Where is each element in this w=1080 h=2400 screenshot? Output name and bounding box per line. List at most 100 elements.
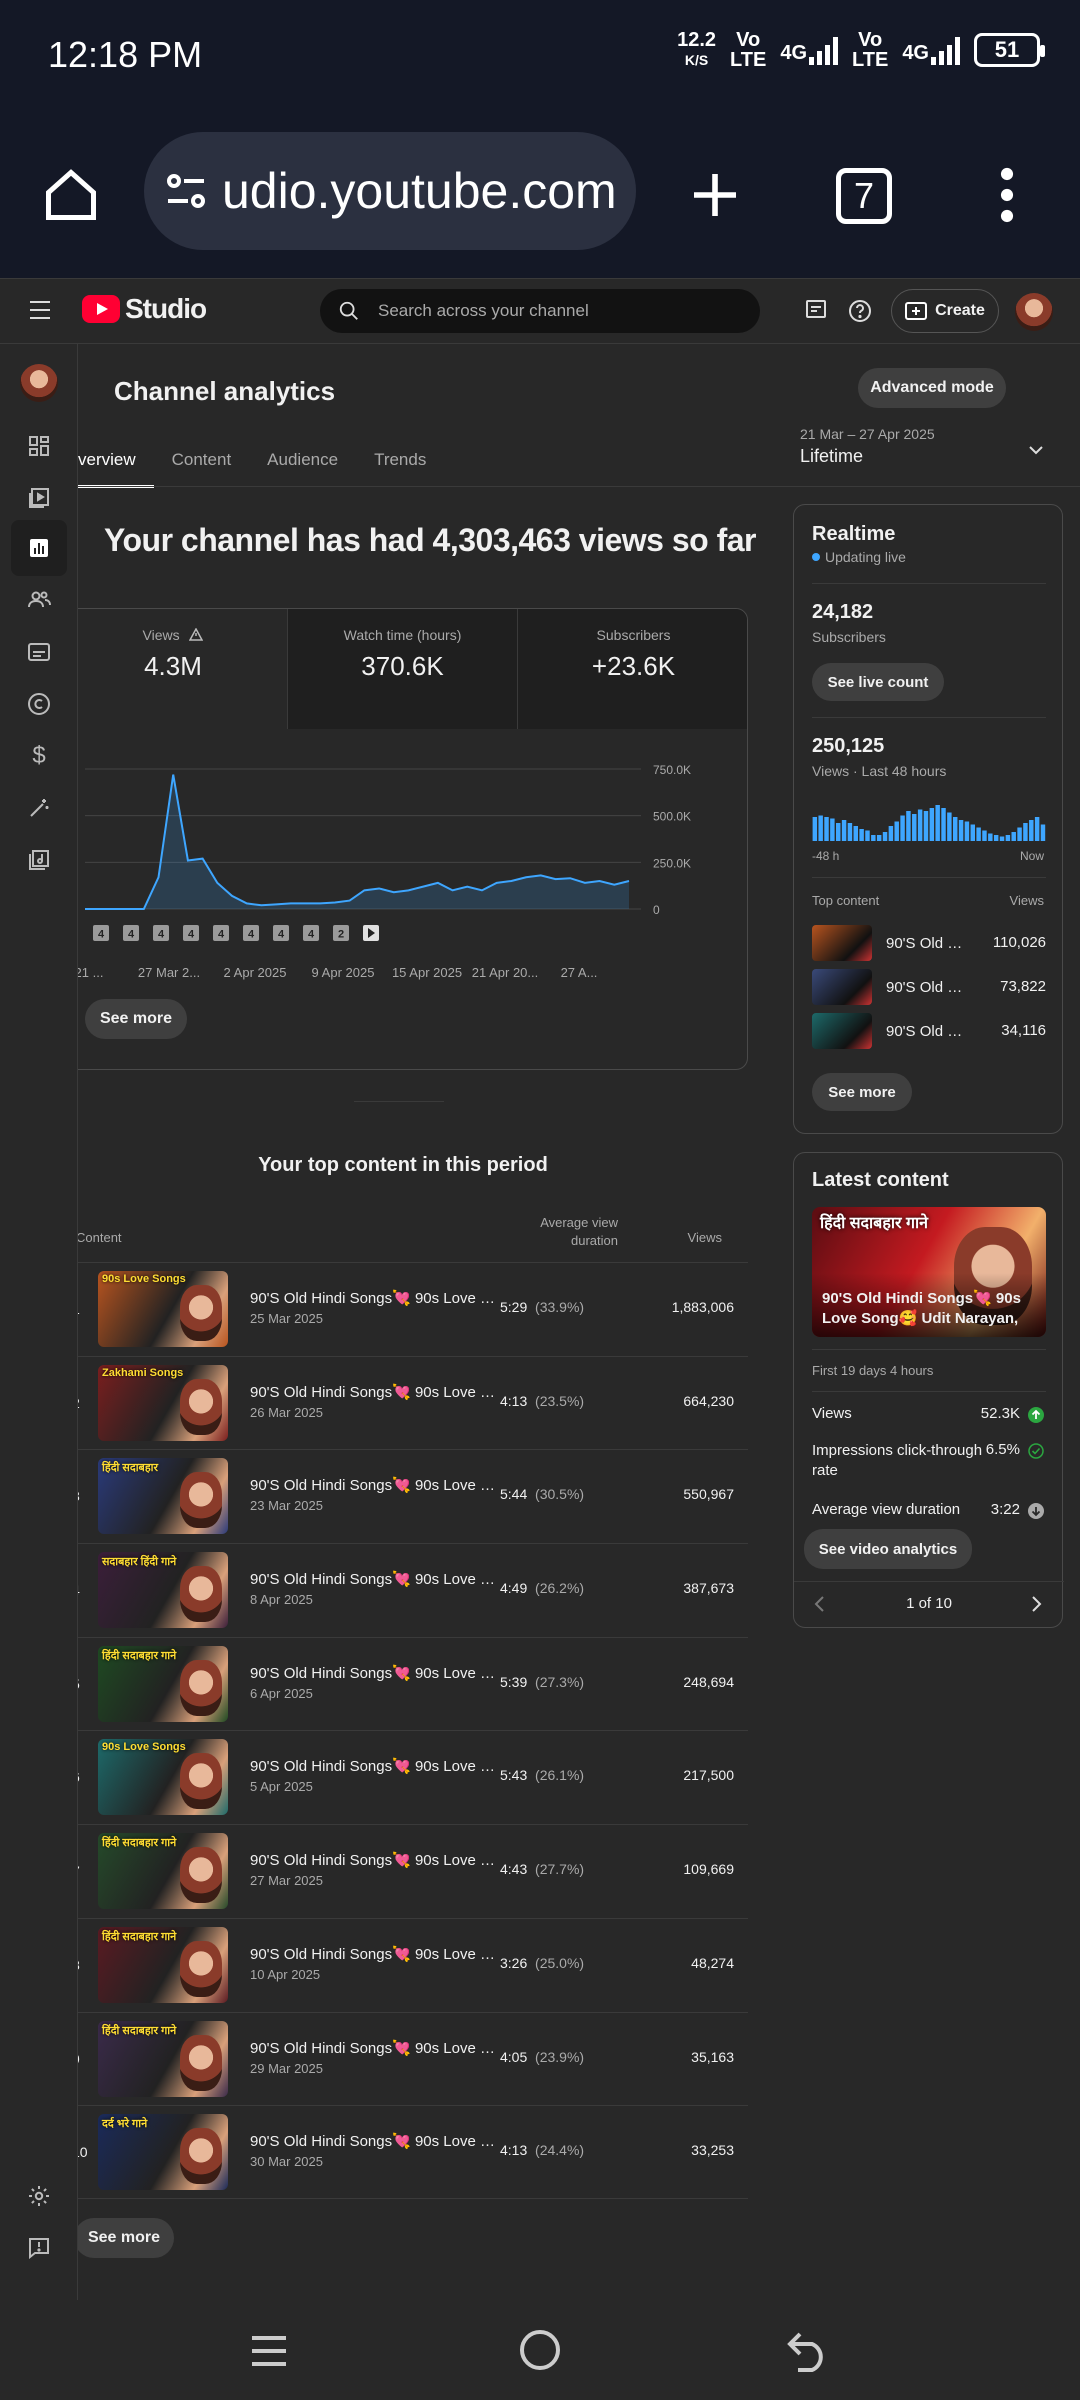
channel-avatar[interactable] xyxy=(20,364,58,402)
video-marker[interactable]: 4 xyxy=(153,925,169,941)
table-row[interactable]: 7 हिंदी सदाबहार गाने 90'S Old Hindi Song… xyxy=(78,1824,748,1918)
tab-trends[interactable]: Trends xyxy=(374,450,427,469)
metric-views-tab[interactable]: Views 4.3M xyxy=(78,609,287,729)
table-row[interactable]: 6 90s Love Songs 90'S Old Hindi Songs💘 9… xyxy=(78,1730,748,1824)
hamburger-menu-icon[interactable] xyxy=(28,299,52,321)
earn-dollar-icon[interactable]: $ xyxy=(32,742,46,769)
divider xyxy=(78,486,1080,487)
copyright-icon[interactable] xyxy=(11,676,67,732)
video-thumbnail[interactable]: हिंदी सदाबहार गाने xyxy=(98,1645,228,1722)
video-thumbnail[interactable]: सदाबहार हिंदी गाने xyxy=(98,1552,228,1629)
realtime-48h-bar-chart[interactable] xyxy=(812,801,1046,841)
audio-library-icon[interactable] xyxy=(11,832,67,888)
column-header-views[interactable]: Views xyxy=(687,1230,722,1245)
table-row[interactable]: 3 हिंदी सदाबहार 90'S Old Hindi Songs💘 90… xyxy=(78,1449,748,1543)
settings-gear-icon[interactable] xyxy=(11,2168,67,2224)
series-line[interactable] xyxy=(85,774,630,910)
feedback-messages-icon[interactable] xyxy=(805,299,827,323)
video-title[interactable]: 90'S Old Hindi Songs💘 90s Love Song🥰 Udi… xyxy=(250,2039,500,2057)
dashboard-icon[interactable] xyxy=(11,418,67,474)
table-row[interactable]: 5 हिंदी सदाबहार गाने 90'S Old Hindi Song… xyxy=(78,1636,748,1731)
metric-watch-time-tab[interactable]: Watch time (hours) 370.6K xyxy=(287,609,517,729)
home-icon[interactable] xyxy=(36,160,106,230)
video-marker[interactable]: 4 xyxy=(243,925,259,941)
advanced-mode-button[interactable]: Advanced mode xyxy=(858,368,1006,408)
video-marker[interactable]: 4 xyxy=(123,925,139,941)
new-tab-icon[interactable] xyxy=(680,160,750,230)
video-marker[interactable]: 4 xyxy=(213,925,229,941)
tab-overview[interactable]: verview xyxy=(78,450,154,488)
play-marker-icon[interactable] xyxy=(363,925,379,941)
studio-logo[interactable]: Studio xyxy=(82,293,207,325)
video-thumbnail[interactable]: हिंदी सदाबहार xyxy=(98,1458,228,1535)
video-marker[interactable]: 2 xyxy=(333,925,349,941)
video-title[interactable]: 90'S Old Hindi Songs💘 90s Love Song🥰 Udi… xyxy=(250,2133,500,2151)
subtitles-icon[interactable] xyxy=(11,624,67,680)
see-more-button[interactable]: See more xyxy=(85,999,187,1039)
video-title[interactable]: 90'S Old Hindi Songs💘 90s Love Song🥰 Udi… xyxy=(250,1383,500,1401)
realtime-top-item[interactable]: 90'S Old Hindi Songs💘 73,822 xyxy=(812,969,1046,1009)
table-row[interactable]: 8 हिंदी सदाबहार गाने 90'S Old Hindi Song… xyxy=(78,1917,748,2012)
url-text[interactable]: udio.youtube.com xyxy=(222,163,617,219)
realtime-bar xyxy=(824,817,829,841)
chevron-left-icon[interactable] xyxy=(812,1595,828,1613)
chevron-right-icon[interactable] xyxy=(1028,1595,1044,1613)
community-icon[interactable] xyxy=(11,572,67,628)
video-thumbnail[interactable]: दर्द भरे गाने xyxy=(98,2114,228,2191)
more-options-icon[interactable] xyxy=(972,160,1042,230)
back-icon[interactable] xyxy=(786,2330,832,2372)
video-marker[interactable]: 4 xyxy=(273,925,289,941)
video-title[interactable]: 90'S Old Hindi Songs💘 90s Love Song🥰 Udi… xyxy=(250,1477,500,1495)
help-icon[interactable] xyxy=(848,299,872,323)
create-button[interactable]: Create xyxy=(891,289,999,333)
video-thumbnail[interactable]: 90s Love Songs xyxy=(98,1739,228,1816)
site-settings-icon[interactable] xyxy=(162,167,210,215)
video-marker[interactable]: 4 xyxy=(93,925,109,941)
tab-audience[interactable]: Audience xyxy=(267,450,339,469)
table-row[interactable]: 9 हिंदी सदाबहार गाने 90'S Old Hindi Song… xyxy=(78,2011,748,2106)
table-row[interactable]: 10 दर्द भरे गाने 90'S Old Hindi Songs💘 9… xyxy=(78,2105,748,2199)
realtime-top-item[interactable]: 90'S Old Hindi Songs💘 110,026 xyxy=(812,925,1046,965)
chevron-down-icon[interactable] xyxy=(1026,440,1046,465)
table-row[interactable]: 2 Zakhami Songs 90'S Old Hindi Songs💘 90… xyxy=(78,1355,748,1450)
table-row[interactable]: 1 90s Love Songs 90'S Old Hindi Songs💘 9… xyxy=(78,1262,748,1356)
video-thumbnail[interactable]: 90s Love Songs xyxy=(98,1271,228,1347)
see-more-top-content-button[interactable]: See more xyxy=(78,2218,174,2258)
date-range[interactable]: 21 Mar – 27 Apr 2025 xyxy=(800,426,935,442)
video-title[interactable]: 90'S Old Hindi Songs💘 90s Love Song🥰 Udi… xyxy=(250,1290,500,1307)
analytics-icon[interactable] xyxy=(11,520,67,576)
video-marker[interactable]: 4 xyxy=(183,925,199,941)
url-bar[interactable]: udio.youtube.com xyxy=(144,132,636,250)
search-input[interactable]: Search across your channel xyxy=(320,289,760,333)
table-row[interactable]: 4 सदाबहार हिंदी गाने 90'S Old Hindi Song… xyxy=(78,1543,748,1637)
svg-text:4: 4 xyxy=(278,929,285,941)
realtime-bar xyxy=(953,817,958,841)
see-more-realtime-button[interactable]: See more xyxy=(812,1073,912,1111)
tab-content[interactable]: Content xyxy=(171,450,232,469)
tab-switcher-button[interactable]: 7 xyxy=(836,168,892,224)
realtime-bar xyxy=(847,823,853,841)
see-video-analytics-button[interactable]: See video analytics xyxy=(804,1529,972,1569)
home-circle-icon[interactable] xyxy=(518,2328,562,2372)
video-thumbnail[interactable]: हिंदी सदाबहार गाने xyxy=(98,2020,228,2097)
date-period-label[interactable]: Lifetime xyxy=(800,446,864,466)
customization-wand-icon[interactable] xyxy=(11,780,67,836)
video-marker[interactable]: 4 xyxy=(303,925,319,941)
views-line-chart[interactable]: 0 250.0K 500.0K 750.0K 4 4 4 4 4 4 4 4 2 21 ... 27 Mar… xyxy=(78,729,748,989)
send-feedback-icon[interactable] xyxy=(11,2220,67,2276)
video-title[interactable]: 90'S Old Hindi Songs💘 90s Love Song🥰 Udi… xyxy=(250,1852,500,1870)
video-title[interactable]: 90'S Old Hindi Songs💘 90s Love Song🥰 Udi… xyxy=(250,1758,500,1776)
latest-video-thumbnail[interactable]: हिंदी सदाबहार गाने 90'S Old Hindi Songs💘… xyxy=(812,1207,1046,1337)
video-thumbnail[interactable]: हिंदी सदाबहार गाने xyxy=(98,1833,228,1910)
video-thumbnail[interactable]: हिंदी सदाबहार गाने xyxy=(98,1926,228,2003)
realtime-top-item[interactable]: 90'S Old Hindi Songs💘 34,116 xyxy=(812,1013,1046,1053)
video-title[interactable]: 90'S Old Hindi Songs💘 90s Love Song🥰 Udi… xyxy=(250,1571,500,1589)
content-icon[interactable] xyxy=(11,470,67,526)
video-title[interactable]: 90'S Old Hindi Songs💘 90s Love Song🥰 Udi… xyxy=(250,1664,500,1682)
recent-apps-icon[interactable] xyxy=(248,2330,290,2372)
video-thumbnail[interactable]: Zakhami Songs xyxy=(98,1364,228,1441)
account-avatar[interactable] xyxy=(1015,293,1053,331)
see-live-count-button[interactable]: See live count xyxy=(812,663,944,701)
metric-subscribers-tab[interactable]: Subscribers +23.6K xyxy=(517,609,747,729)
video-title[interactable]: 90'S Old Hindi Songs💘 90s Love Song🥰 Udi… xyxy=(250,1945,500,1963)
